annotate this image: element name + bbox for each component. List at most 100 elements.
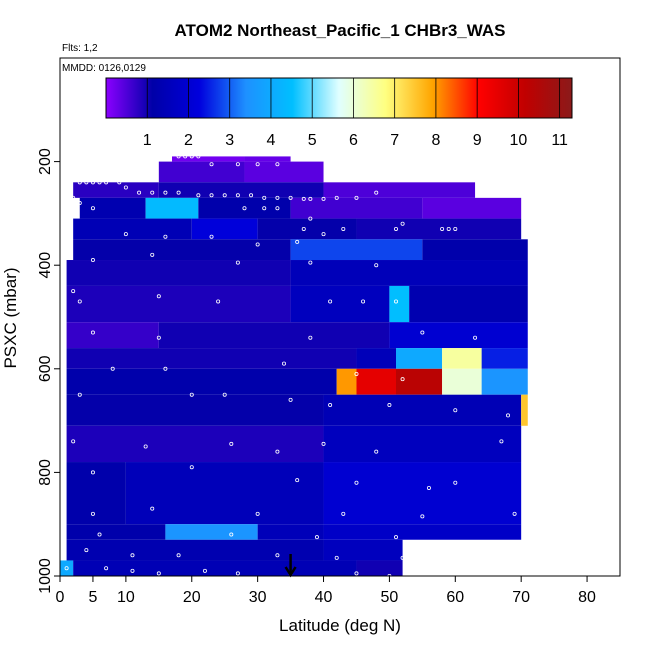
colorbar-tick-label: 8: [431, 132, 440, 149]
sample-point: [189, 154, 194, 159]
heatmap-cell: [66, 260, 291, 286]
latitude-marker-arrow: [284, 554, 297, 578]
heatmap-cell: [125, 462, 324, 525]
heatmap-cell: [323, 182, 476, 198]
sample-point: [453, 480, 458, 485]
colorbar-tick-label: 4: [267, 132, 276, 149]
sample-point: [308, 196, 313, 201]
marker-head: [284, 566, 297, 578]
heatmap-cell: [290, 285, 390, 323]
heatmap-cell: [66, 462, 126, 525]
heatmap-cell: [481, 368, 528, 395]
y-tick-label: 800: [37, 459, 54, 486]
heatmap-cell: [290, 260, 528, 286]
sample-point: [84, 180, 89, 185]
heatmap-cell: [165, 524, 258, 540]
sample-point: [229, 441, 234, 446]
colorbar-tick-label: 2: [184, 132, 193, 149]
sample-point: [473, 335, 478, 340]
sample-point: [361, 299, 366, 304]
heatmap-cell: [389, 285, 410, 323]
sample-point: [341, 226, 346, 231]
heatmap-cell: [356, 560, 403, 576]
sample-point: [301, 226, 306, 231]
x-tick-label: 0: [56, 589, 65, 606]
sample-points: [64, 154, 517, 576]
heatmap-cell: [191, 218, 258, 240]
sample-point: [446, 226, 451, 231]
colorbar-tick-label: 11: [551, 132, 568, 149]
sample-point: [275, 162, 280, 167]
sample-point: [196, 193, 201, 198]
sample-point: [150, 190, 155, 195]
sample-point: [90, 330, 95, 335]
sample-point: [77, 299, 82, 304]
sample-point: [235, 571, 240, 576]
heatmap-cell: [73, 218, 192, 240]
sample-point: [176, 154, 181, 159]
sample-point: [453, 408, 458, 413]
sample-point: [295, 478, 300, 483]
x-tick-label: 5: [88, 589, 97, 606]
sample-point: [453, 226, 458, 231]
colorbar-tick-label: 9: [473, 132, 482, 149]
flights-label: Flts: 1,2: [62, 43, 98, 54]
y-tick-label: 1000: [37, 558, 54, 594]
heatmap-cell: [323, 425, 522, 463]
sample-point: [308, 216, 313, 221]
sample-point: [354, 371, 359, 376]
sample-point: [288, 397, 293, 402]
sample-point: [440, 226, 445, 231]
heatmap-cell: [422, 197, 522, 219]
sample-point: [249, 193, 254, 198]
sample-point: [387, 574, 392, 576]
sample-point: [71, 195, 76, 200]
heatmap-cell: [521, 394, 528, 426]
sample-point: [71, 289, 76, 294]
sample-point: [163, 234, 168, 239]
colorbar-tick-label: 1: [143, 132, 152, 149]
sample-point: [229, 532, 234, 537]
heatmap-cell: [323, 539, 403, 561]
heatmap-cell: [422, 239, 528, 261]
sample-point: [275, 195, 280, 200]
sample-point: [393, 535, 398, 540]
sample-point: [130, 553, 135, 558]
x-tick-label: 40: [315, 589, 333, 606]
sample-point: [275, 553, 280, 558]
sample-point: [235, 162, 240, 167]
heatmap-cell: [73, 239, 291, 261]
sample-point: [400, 377, 405, 382]
heatmap-cell: [481, 348, 528, 369]
heatmap-cell: [442, 368, 482, 395]
sample-point: [262, 206, 267, 211]
sample-point: [328, 403, 333, 408]
heatmap-cell: [244, 156, 291, 162]
sample-point: [275, 449, 280, 454]
x-axis-label: Latitude (deg N): [279, 616, 401, 635]
y-tick-label: 400: [37, 252, 54, 279]
x-tick-label: 80: [578, 589, 596, 606]
sample-point: [222, 392, 227, 397]
colorbar-tick-label: 3: [225, 132, 234, 149]
sample-point: [420, 514, 425, 519]
sample-point: [143, 444, 148, 449]
heatmap-cell: [389, 322, 528, 349]
sample-point: [400, 555, 405, 560]
heatmap-cell: [198, 197, 291, 219]
sample-point: [77, 201, 82, 206]
heatmap-cell: [336, 368, 357, 395]
plot-frame: [59, 57, 621, 577]
heatmap-cell: [145, 197, 199, 219]
sample-point: [295, 239, 300, 244]
heatmap-cell: [323, 394, 522, 426]
sample-point: [321, 441, 326, 446]
sample-point: [77, 180, 82, 185]
heatmap-cell: [158, 182, 324, 198]
sample-point: [426, 485, 431, 490]
sample-point: [202, 568, 207, 573]
x-tick-label: 50: [381, 589, 399, 606]
chart-title: ATOM2 Northeast_Pacific_1 CHBr3_WAS: [175, 21, 506, 40]
sample-point: [262, 195, 267, 200]
